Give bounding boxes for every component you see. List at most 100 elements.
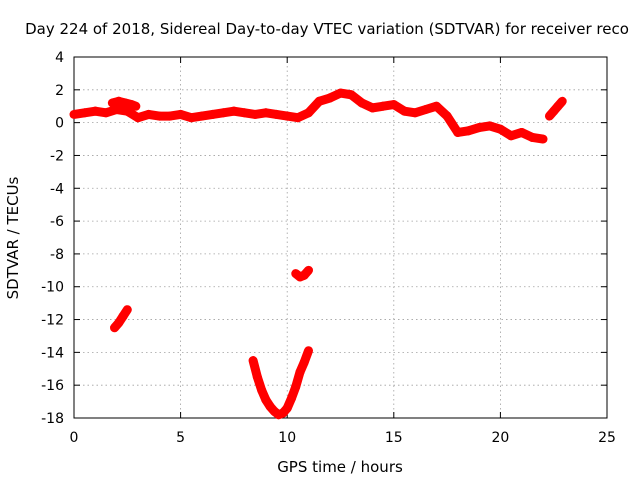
data-point (266, 402, 275, 411)
series-main-band (69, 88, 548, 144)
data-point (453, 128, 462, 137)
data-point (432, 102, 441, 111)
x-tick-label: 10 (278, 430, 296, 446)
data-point (131, 102, 140, 111)
data-point (528, 133, 537, 142)
series-upper-spur (107, 96, 141, 111)
data-point (304, 266, 313, 275)
x-axis-label: GPS time / hours (277, 458, 403, 476)
series-arc-3 (248, 346, 314, 420)
data-point (187, 113, 196, 122)
axis-ticks (73, 56, 608, 419)
series-tail-rise (544, 96, 567, 121)
y-tick-label: 0 (55, 116, 64, 132)
data-marks (69, 88, 567, 420)
data-point (443, 112, 452, 121)
y-tick-label: -8 (50, 247, 64, 263)
series-arc-2 (291, 265, 314, 282)
data-point (112, 105, 121, 114)
data-point (176, 110, 185, 119)
y-tick-label: -18 (41, 411, 64, 427)
data-point (101, 108, 110, 117)
data-point (553, 102, 562, 111)
data-point (123, 107, 132, 116)
data-point (325, 94, 334, 103)
data-point (257, 386, 266, 395)
data-point (379, 102, 388, 111)
data-point (300, 271, 309, 280)
x-tick-label: 25 (598, 430, 616, 446)
data-point (389, 100, 398, 109)
data-point (123, 305, 132, 314)
y-tick-label: 4 (55, 50, 64, 66)
data-point (293, 113, 302, 122)
data-point (464, 126, 473, 135)
data-point (272, 110, 281, 119)
data-point (283, 404, 292, 413)
data-point (261, 395, 270, 404)
data-point (368, 103, 377, 112)
y-tick-label: -4 (50, 181, 64, 197)
data-point (251, 110, 260, 119)
y-axis-label: SDTVAR / TECUs (4, 176, 22, 299)
data-point (249, 356, 258, 365)
y-tick-label: -6 (50, 214, 64, 230)
plot-frame (73, 56, 608, 419)
data-point (400, 107, 409, 116)
y-tick-label: -12 (41, 313, 64, 329)
data-point (119, 312, 128, 321)
data-point (517, 128, 526, 137)
y-tick-label: -14 (41, 345, 64, 361)
chart-title: Day 224 of 2018, Sidereal Day-to-day VTE… (25, 20, 629, 38)
data-point (114, 318, 123, 327)
data-point (278, 409, 287, 418)
data-point (411, 108, 420, 117)
data-point (261, 108, 270, 117)
x-tick-label: 20 (491, 430, 509, 446)
data-point (421, 105, 430, 114)
data-point (507, 131, 516, 140)
data-point (165, 112, 174, 121)
data-point (127, 100, 136, 109)
data-point (485, 121, 494, 130)
data-point (110, 323, 119, 332)
series-arc-1 (110, 305, 132, 333)
data-point (539, 135, 548, 144)
data-point (240, 108, 249, 117)
data-point (253, 372, 262, 381)
x-tick-label: 5 (176, 430, 185, 446)
data-point (291, 382, 300, 391)
data-point (304, 346, 313, 355)
x-tick-label: 15 (385, 430, 403, 446)
data-point (80, 108, 89, 117)
data-point (197, 112, 206, 121)
data-point (336, 89, 345, 98)
data-point (357, 98, 366, 107)
data-point (304, 108, 313, 117)
data-point (219, 108, 228, 117)
data-point (558, 97, 567, 106)
data-point (496, 125, 505, 134)
data-point (287, 394, 296, 403)
data-point (133, 113, 142, 122)
x-tick-label: 0 (70, 430, 79, 446)
y-tick-label: -16 (41, 378, 64, 394)
data-point (144, 110, 153, 119)
y-tick-label: -10 (41, 280, 64, 296)
y-tick-label: -2 (50, 148, 64, 164)
data-point (549, 107, 558, 116)
data-point (208, 110, 217, 119)
data-point (229, 107, 238, 116)
data-point (283, 112, 292, 121)
data-point (475, 123, 484, 132)
y-tick-label: 2 (55, 83, 64, 99)
y-tick-labels: -18 -16 -14 -12 -10 -8 -6 -4 -2 0 2 4 (41, 50, 64, 427)
data-point (347, 90, 356, 99)
data-point (155, 112, 164, 121)
data-point (70, 110, 78, 119)
data-point (545, 112, 554, 121)
data-point (315, 97, 324, 106)
data-point (300, 358, 309, 367)
data-point (295, 368, 304, 377)
